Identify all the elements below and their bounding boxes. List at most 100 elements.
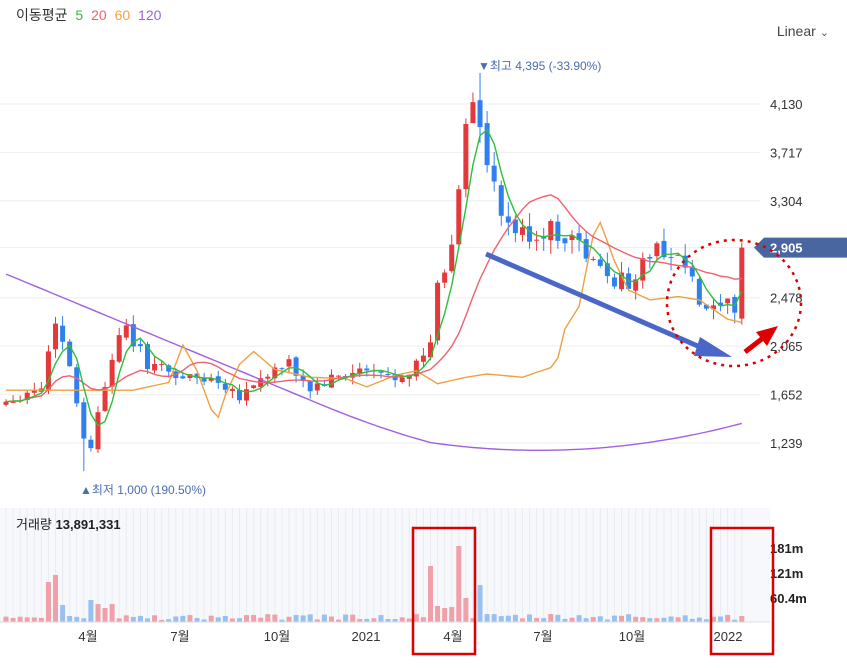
candle-body (675, 254, 681, 256)
volume-bar (265, 614, 271, 622)
volume-bar (385, 619, 391, 622)
volume-bar (17, 616, 23, 622)
volume-bar (604, 619, 610, 622)
volume-bar (314, 619, 320, 622)
candle-body (265, 376, 271, 379)
candle-body (286, 359, 292, 367)
chevron-down-icon: ⌄ (819, 27, 829, 39)
volume-bar (336, 619, 342, 622)
volume-label: 거래량 (16, 517, 52, 532)
volume-bar (406, 618, 412, 622)
legend-ma120[interactable]: 120 (138, 7, 162, 23)
volume-bar (321, 614, 327, 622)
volume-bar (95, 604, 101, 622)
candle-body (555, 221, 561, 241)
candle-body (130, 324, 136, 347)
volume-bar (130, 616, 136, 622)
legend-ma60[interactable]: 60 (114, 7, 131, 23)
candle-body (45, 351, 51, 390)
x-tick-label: 2021 (352, 629, 381, 644)
candle-body (477, 100, 483, 128)
volume-bar (442, 608, 448, 622)
candle-body (236, 390, 242, 401)
candle-body (328, 374, 334, 388)
low-price-label: ▲최저 1,000 (190.50%) (80, 483, 206, 497)
candle-body (562, 238, 568, 244)
volume-bar (463, 598, 469, 622)
volume-bar (279, 619, 285, 622)
candle-body (74, 367, 80, 404)
candle-body (222, 383, 228, 390)
volume-bar (548, 614, 554, 622)
x-tick-label: 2022 (714, 629, 743, 644)
volume-bar (152, 615, 158, 622)
volume-bar (293, 614, 299, 622)
high-price-label: ▼최고 4,395 (-33.90%) (478, 59, 601, 73)
volume-bar (725, 614, 731, 622)
x-tick-label: 4월 (443, 629, 462, 644)
volume-bar (420, 617, 426, 622)
candle-body (272, 367, 278, 379)
volume-bar (201, 619, 207, 622)
volume-bar (477, 585, 483, 622)
candle-body (456, 189, 462, 245)
x-tick-label: 7월 (533, 629, 552, 644)
candle-body (102, 387, 108, 411)
candle-body (576, 233, 582, 241)
volume-bar (286, 616, 292, 622)
volume-bar (343, 614, 349, 622)
volume-bar (718, 616, 724, 622)
candle-body (385, 374, 391, 376)
downtrend-arrow (485, 251, 701, 350)
candle-body (711, 305, 716, 310)
volume-bar (491, 614, 497, 622)
candle-body (24, 392, 30, 400)
volume-bar (10, 618, 16, 622)
highlight-circle (665, 238, 803, 368)
legend-ma20[interactable]: 20 (91, 7, 107, 23)
volume-bar (392, 618, 398, 622)
volume-tick-label: 181m (770, 541, 803, 556)
volume-bar (654, 618, 660, 622)
volume-bar (626, 614, 632, 622)
volume-bar (512, 614, 518, 622)
candle-body (300, 375, 306, 381)
volume-bar (173, 616, 179, 622)
price-tick-label: 3,717 (770, 145, 803, 160)
volume-bar (484, 614, 490, 622)
candle-body (159, 364, 165, 366)
volume-bar (498, 616, 504, 622)
volume-bar (555, 614, 561, 622)
candle-body (498, 185, 504, 216)
candle-body (293, 357, 299, 376)
volume-bar (357, 619, 363, 622)
volume-bar (703, 619, 709, 622)
candle-body (689, 267, 695, 277)
volume-panel-bg (0, 508, 770, 622)
volume-bar (364, 618, 370, 622)
candle-body (442, 272, 448, 283)
price-tick-label: 3,304 (770, 194, 803, 209)
volume-bar (456, 546, 462, 622)
volume-bar (583, 618, 589, 622)
volume-bar (258, 617, 264, 622)
volume-bar (541, 618, 547, 622)
volume-bar (194, 618, 200, 622)
volume-bar (534, 617, 540, 622)
volume-value: 13,891,331 (55, 517, 121, 532)
candle-body (569, 235, 575, 241)
volume-title: 거래량 13,891,331 (16, 514, 121, 533)
volume-bar (682, 615, 688, 622)
scale-dropdown[interactable]: Linear ⌄ (777, 23, 829, 39)
candle-body (633, 279, 639, 291)
legend-ma5[interactable]: 5 (75, 7, 84, 23)
candle-body (152, 363, 158, 371)
volume-bar (38, 617, 44, 622)
candle-body (604, 263, 610, 277)
candle-body (491, 165, 497, 182)
candle-body (484, 123, 490, 166)
candle-body (597, 259, 603, 266)
volume-bar (215, 617, 221, 622)
volume-bar (619, 615, 625, 622)
